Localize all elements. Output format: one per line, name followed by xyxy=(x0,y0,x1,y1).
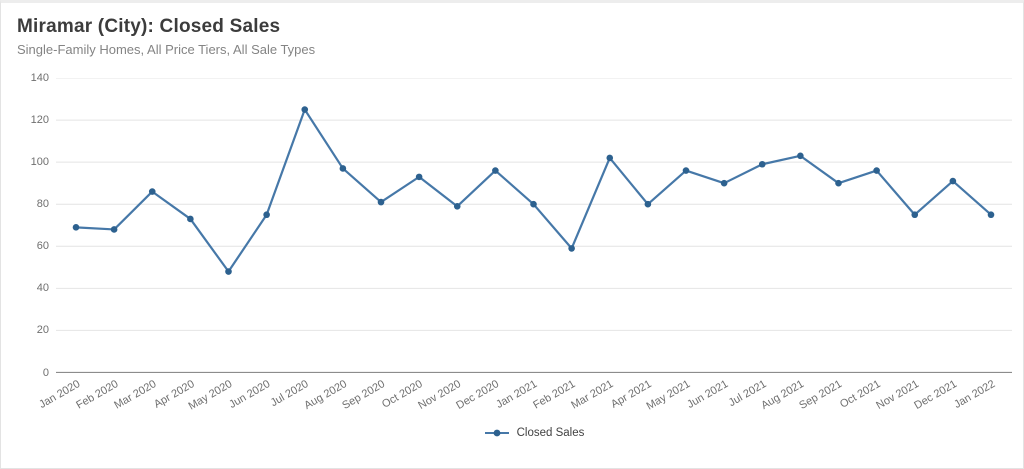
data-point-marker[interactable] xyxy=(758,160,766,168)
line-chart-plot-area xyxy=(56,78,1012,373)
data-point-marker[interactable] xyxy=(453,203,461,210)
legend-label: Closed Sales xyxy=(516,427,585,439)
legend-line-marker-icon xyxy=(484,429,509,437)
data-point-marker[interactable] xyxy=(911,211,919,219)
data-point-marker[interactable] xyxy=(187,215,194,223)
y-axis-label: 100 xyxy=(30,156,49,169)
closed-sales-line-chart xyxy=(56,78,1012,373)
x-axis-label: Dec 2020 xyxy=(454,378,502,412)
data-point-marker[interactable] xyxy=(492,167,499,174)
x-axis-label: Jan 2022 xyxy=(951,378,997,412)
y-axis-label: 140 xyxy=(30,72,49,84)
data-point-marker[interactable] xyxy=(377,198,385,206)
y-axis-label: 120 xyxy=(30,114,49,127)
y-axis-label: 20 xyxy=(36,324,49,337)
data-point-marker[interactable] xyxy=(949,177,957,185)
y-axis-labels: 0 20 40 60 80 100 120 140 xyxy=(1,72,49,379)
legend-item-closed-sales[interactable]: Closed Sales xyxy=(56,424,1012,442)
y-axis-label: 40 xyxy=(36,282,49,295)
data-point-marker[interactable] xyxy=(72,224,80,231)
data-point-marker[interactable] xyxy=(682,167,690,174)
x-axis-label: Feb 2020 xyxy=(73,378,121,412)
data-point-marker[interactable] xyxy=(110,226,118,233)
x-axis-label: Jan 2021 xyxy=(494,378,540,412)
data-point-marker[interactable] xyxy=(301,106,309,113)
x-axis-label: Dec 2021 xyxy=(912,378,959,412)
data-point-marker[interactable] xyxy=(835,179,842,187)
data-point-marker[interactable] xyxy=(148,188,156,195)
data-point-marker[interactable] xyxy=(873,167,880,174)
x-axis-label: Aug 2020 xyxy=(302,378,349,412)
x-axis-label: Mar 2020 xyxy=(111,378,159,412)
series-line xyxy=(75,108,992,273)
x-axis-label: May 2021 xyxy=(644,378,692,413)
x-axis-labels: Jan 2020 Feb 2020 Mar 2020 Apr 2020 May 2020… xyxy=(37,376,1012,416)
data-point-marker[interactable] xyxy=(339,165,347,172)
data-point-marker[interactable] xyxy=(530,200,537,208)
chart-subtitle: Single-Family Homes, All Price Tiers, Al… xyxy=(17,42,316,57)
x-axis-label: Sep 2020 xyxy=(340,378,387,412)
x-axis-label: Sep 2021 xyxy=(797,378,845,412)
data-point-marker[interactable] xyxy=(987,211,995,219)
x-axis-label: Mar 2021 xyxy=(569,378,616,412)
data-point-marker[interactable] xyxy=(720,179,728,187)
x-axis-label: Nov 2021 xyxy=(873,378,921,412)
y-axis-label: 80 xyxy=(36,198,49,211)
data-point-marker[interactable] xyxy=(225,268,232,275)
y-axis-label: 60 xyxy=(36,240,49,253)
data-point-marker[interactable] xyxy=(263,211,270,219)
data-point-marker[interactable] xyxy=(797,152,804,160)
y-axis-label: 0 xyxy=(42,366,49,379)
x-axis-label: Jun 2021 xyxy=(684,378,731,412)
data-point-marker[interactable] xyxy=(415,173,423,181)
data-point-marker[interactable] xyxy=(644,200,652,208)
x-axis-label: Feb 2021 xyxy=(531,378,578,412)
x-axis-label: Aug 2021 xyxy=(759,378,807,412)
x-axis-label: Jun 2020 xyxy=(227,378,273,412)
x-axis-label: Nov 2020 xyxy=(416,378,464,412)
data-point-marker[interactable] xyxy=(606,154,614,162)
chart-title: Miramar (City): Closed Sales xyxy=(17,16,281,37)
data-point-marker[interactable] xyxy=(568,245,575,252)
x-axis-label: Jan 2020 xyxy=(36,378,82,412)
